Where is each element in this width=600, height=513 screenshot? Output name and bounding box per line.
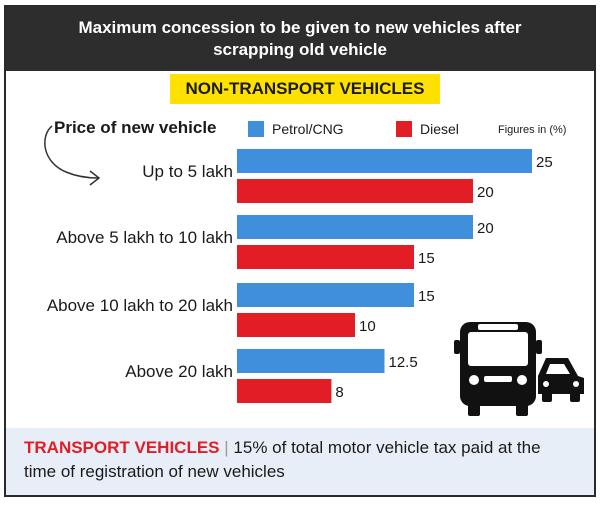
chart-title: Maximum concession to be given to new ve… — [6, 7, 594, 71]
arrow-icon — [44, 125, 101, 186]
bar-diesel — [237, 179, 473, 203]
data-label: 20 — [477, 184, 494, 201]
footer-label: TRANSPORT VEHICLES — [24, 438, 220, 457]
data-label: 8 — [335, 384, 343, 401]
category-axis-title: Price of new vehicle — [54, 118, 217, 137]
legend-swatch-diesel — [396, 121, 412, 137]
data-label: 20 — [477, 220, 494, 237]
legend-swatch-petrol — [248, 121, 264, 137]
transport-vehicles-note: TRANSPORT VEHICLES | 15% of total motor … — [4, 428, 596, 497]
category-label: Up to 5 lakh — [142, 162, 233, 181]
bar-diesel — [237, 379, 332, 403]
data-label: 10 — [359, 318, 376, 335]
legend-label-diesel: Diesel — [420, 121, 459, 137]
bar-diesel — [237, 313, 355, 337]
data-label: 15 — [418, 288, 435, 305]
data-label: 15 — [418, 250, 435, 267]
legend-item-diesel: Diesel — [396, 121, 459, 137]
footer-separator: | — [224, 438, 229, 457]
car-icon — [538, 358, 584, 402]
legend-item-petrol: Petrol/CNG — [248, 121, 344, 137]
bus-icon — [454, 322, 584, 416]
title-line-2: scrapping old vehicle — [213, 40, 387, 59]
bar-petrol — [237, 349, 385, 373]
figures-note: Figures in (%) — [498, 124, 567, 136]
data-label: 25 — [536, 154, 553, 171]
category-label: Above 20 lakh — [125, 362, 233, 381]
category-label: Above 10 lakh to 20 lakh — [47, 296, 233, 315]
title-line-1: Maximum concession to be given to new ve… — [78, 18, 522, 37]
bar-petrol — [237, 283, 414, 307]
footer-text: 15% of total motor vehicle tax paid at t… — [24, 438, 541, 481]
category-label: Above 5 lakh to 10 lakh — [56, 228, 233, 247]
legend-label-petrol: Petrol/CNG — [272, 121, 344, 137]
bar-diesel — [237, 245, 414, 269]
chart-subtitle: NON-TRANSPORT VEHICLES — [170, 74, 440, 104]
bar-petrol — [237, 215, 473, 239]
bar-chart: Up to 5 lakh 25 20 Above 5 lakh to 10 lakh 2… — [47, 149, 553, 403]
bar-petrol — [237, 149, 532, 173]
data-label: 12.5 — [389, 354, 418, 371]
